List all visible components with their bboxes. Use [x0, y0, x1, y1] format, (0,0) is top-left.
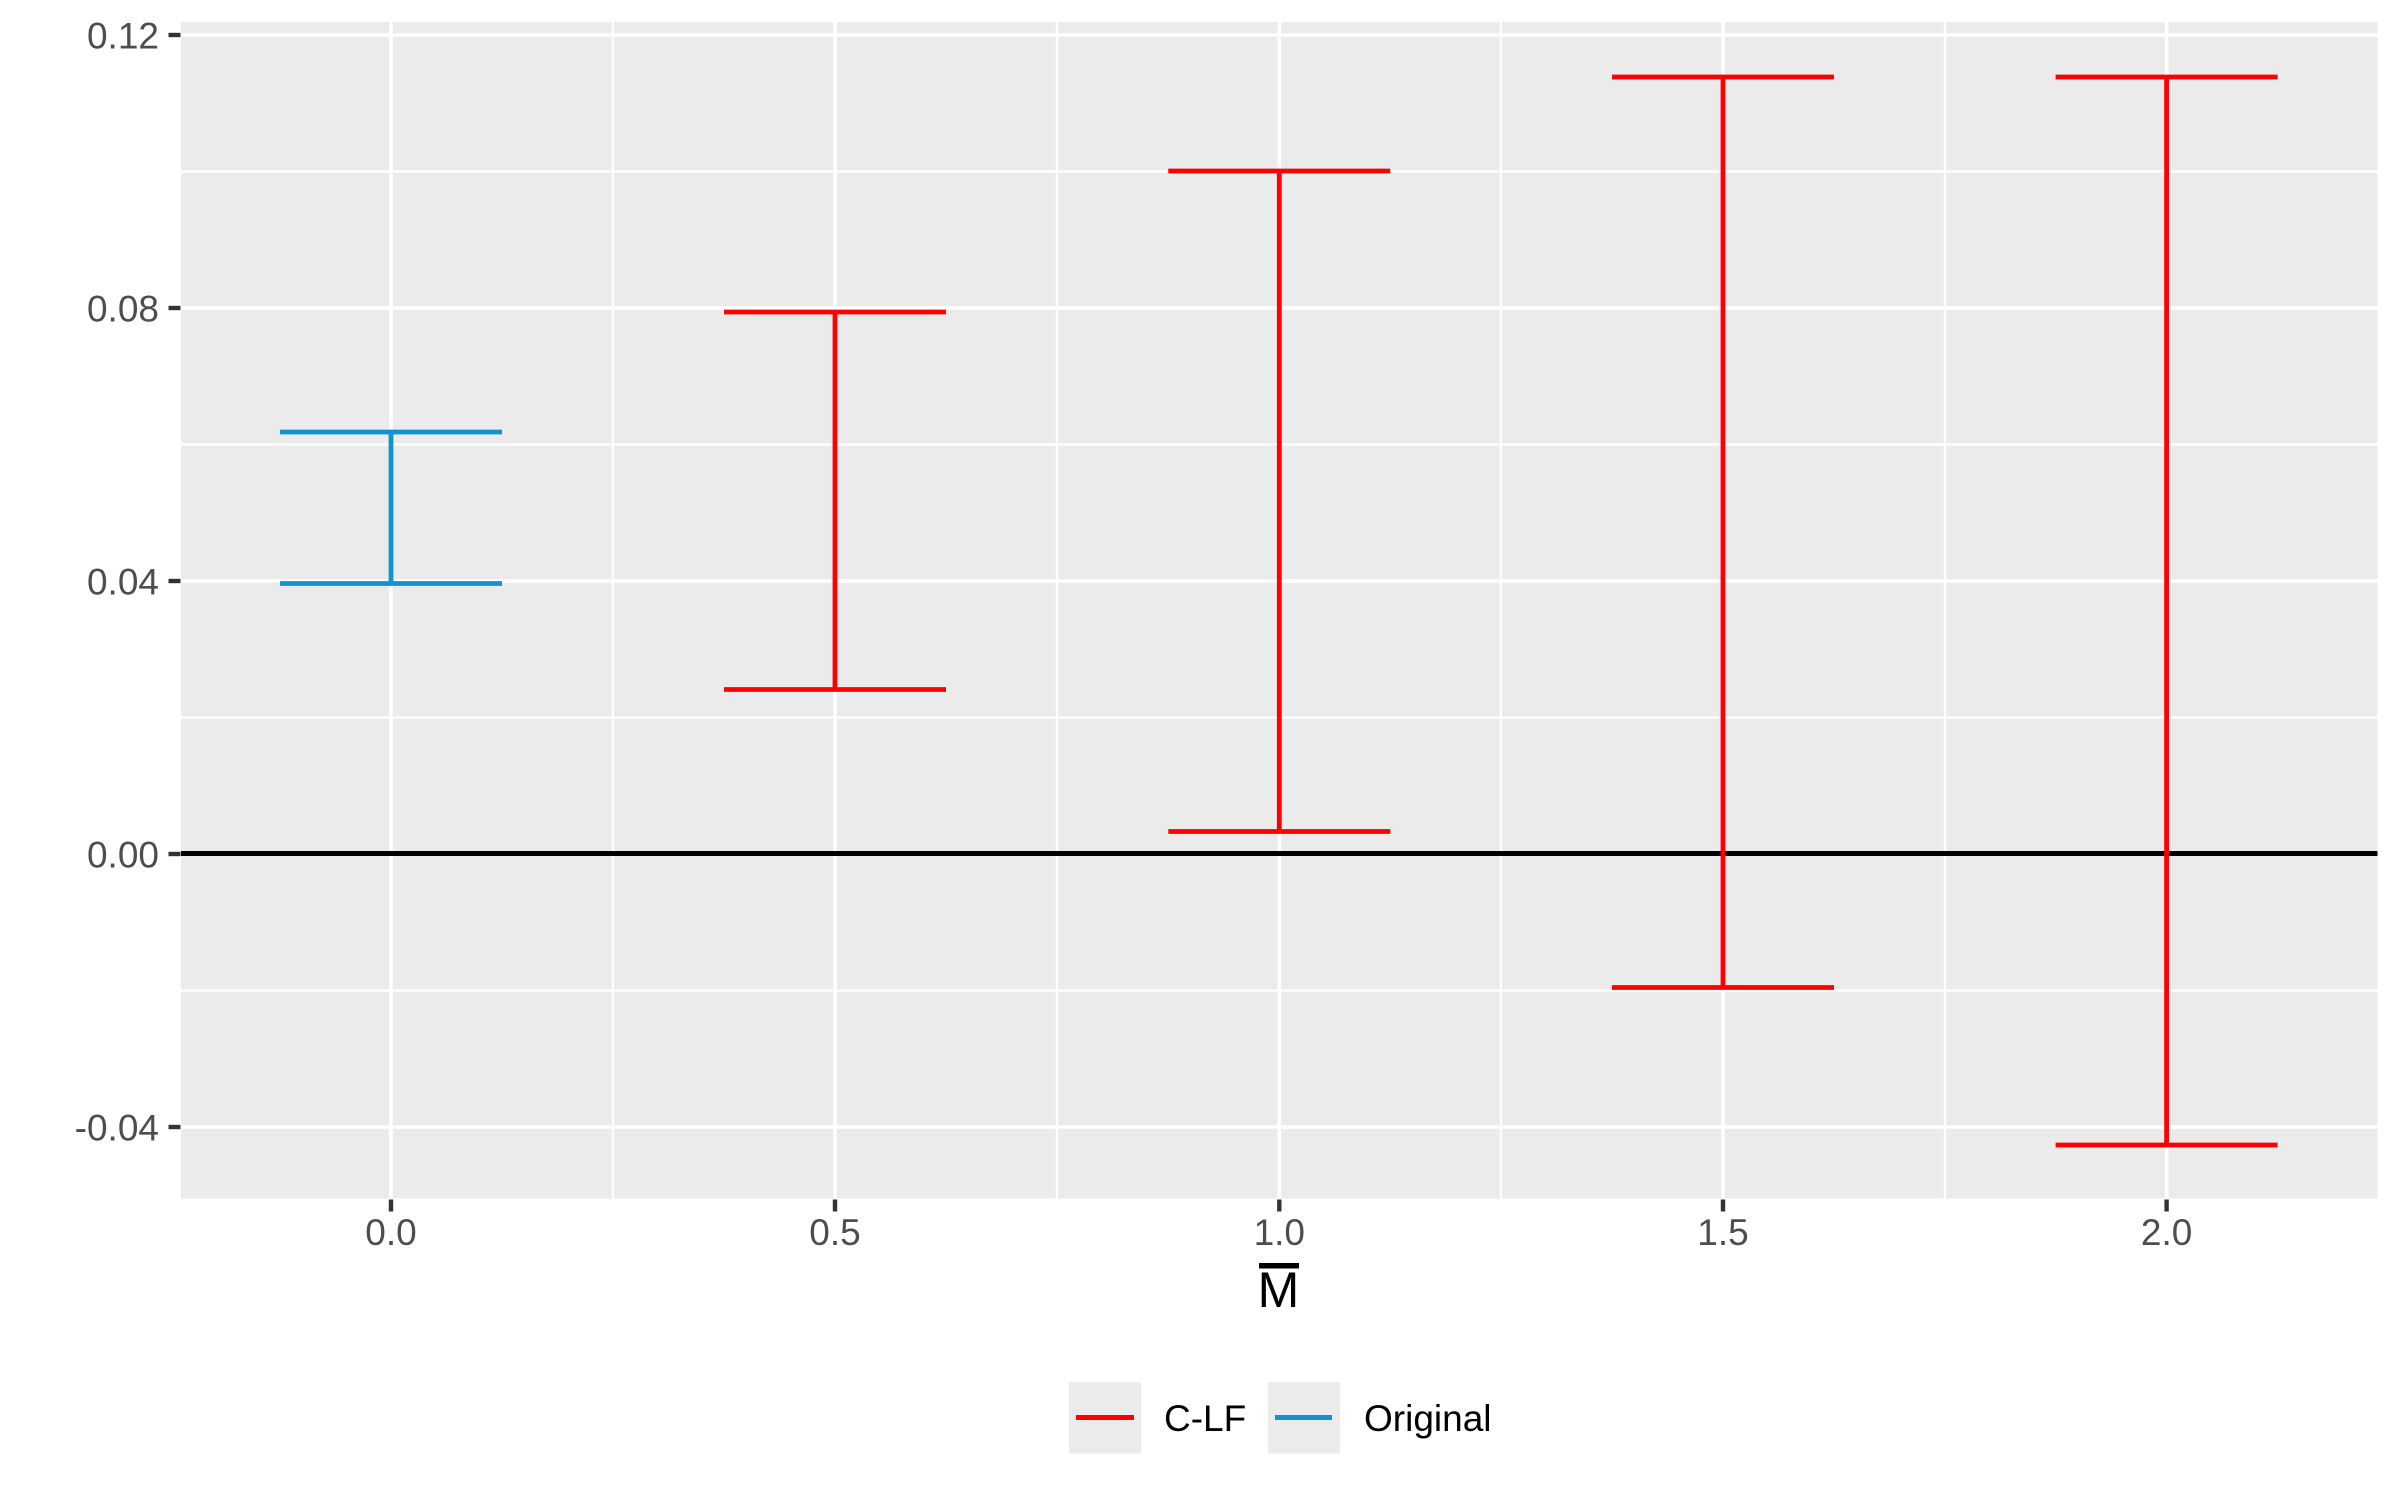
svg-text:M: M	[1258, 1262, 1300, 1318]
svg-text:2.0: 2.0	[2141, 1212, 2192, 1253]
svg-text:-0.04: -0.04	[75, 1108, 159, 1149]
svg-text:0.08: 0.08	[87, 289, 159, 330]
svg-text:0.00: 0.00	[87, 835, 159, 876]
svg-text:C-LF: C-LF	[1164, 1398, 1246, 1439]
svg-text:0.04: 0.04	[87, 562, 159, 603]
svg-text:0.12: 0.12	[87, 16, 159, 57]
svg-text:1.5: 1.5	[1697, 1212, 1748, 1253]
svg-text:0.5: 0.5	[809, 1212, 860, 1253]
svg-text:1.0: 1.0	[1254, 1212, 1305, 1253]
svg-text:Original: Original	[1364, 1398, 1492, 1439]
svg-text:0.0: 0.0	[365, 1212, 416, 1253]
